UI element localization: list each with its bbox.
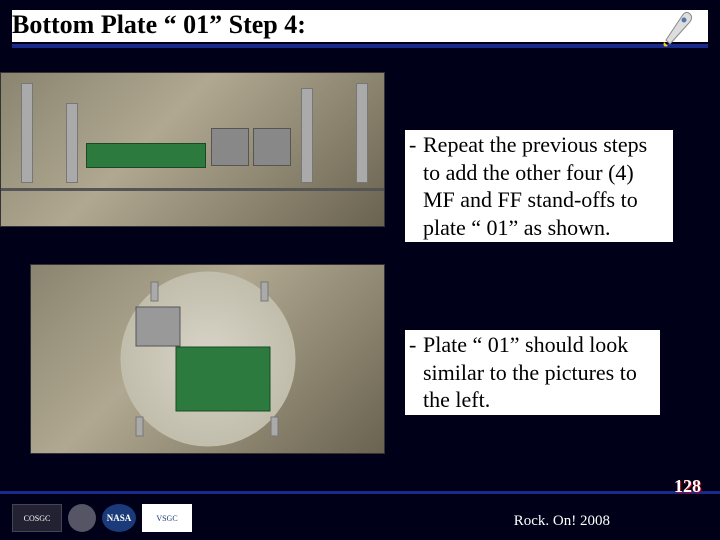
bullet-1: - Repeat the previous steps to add the o… xyxy=(405,130,673,242)
bullet-dash: - xyxy=(409,331,416,359)
logo-cosgc: COSGC xyxy=(12,504,62,532)
content-area: - Repeat the previous steps to add the o… xyxy=(0,62,720,470)
footer-line xyxy=(0,491,720,494)
footer: 128 128 Rock. On! 2008 COSGC NASA VSGC xyxy=(0,470,720,540)
logo-vsgc: VSGC xyxy=(142,504,192,532)
rocket-icon xyxy=(656,6,700,50)
slide-header: Bottom Plate “ 01” Step 4: xyxy=(12,10,708,48)
title-underline xyxy=(12,44,708,48)
bullet-1-text: Repeat the previous steps to add the oth… xyxy=(423,131,669,241)
footer-logos: COSGC NASA VSGC xyxy=(12,504,192,532)
photo-plate-top xyxy=(30,264,385,454)
footer-text: Rock. On! 2008 xyxy=(514,513,610,530)
slide-title: Bottom Plate “ 01” Step 4: xyxy=(12,10,708,42)
bullet-2-text: Plate “ 01” should look similar to the p… xyxy=(423,331,656,414)
bullet-2: - Plate “ 01” should look similar to the… xyxy=(405,330,660,415)
bullet-dash: - xyxy=(409,131,416,159)
page-number: 128 128 xyxy=(675,477,702,498)
photo-standoffs-side xyxy=(0,72,385,227)
logo-nasa: NASA xyxy=(102,504,136,532)
logo-seal xyxy=(68,504,96,532)
